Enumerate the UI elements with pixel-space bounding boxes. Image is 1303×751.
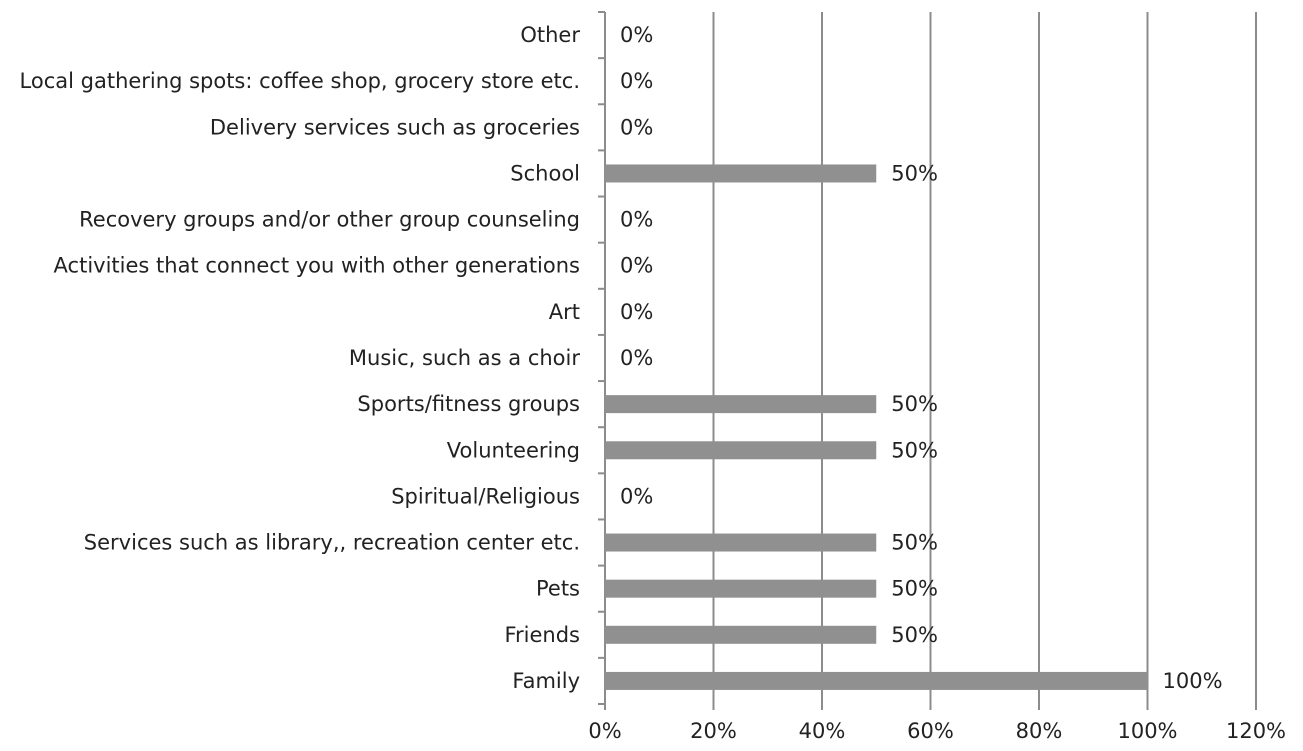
x-tick-label: 80% xyxy=(1016,719,1063,743)
axes xyxy=(598,11,1257,710)
data-label: 0% xyxy=(620,484,653,508)
category-label: Family xyxy=(512,669,580,693)
data-label: 0% xyxy=(620,115,653,139)
data-label: 50% xyxy=(891,623,938,647)
labels: 0% 20% 40% 60% 80% 100% 120% Other 0% Local gathe… xyxy=(20,23,1286,743)
category-label: Sports/fitness groups xyxy=(357,392,580,416)
data-label: 0% xyxy=(620,69,653,93)
category-label: Recovery groups and/or other group couns… xyxy=(79,208,580,232)
data-label: 50% xyxy=(891,392,938,416)
data-label: 50% xyxy=(891,161,938,185)
category-label: Activities that connect you with other g… xyxy=(54,254,580,278)
category-label: Delivery services such as groceries xyxy=(210,115,580,139)
category-label: Spiritual/Religious xyxy=(391,484,580,508)
bar xyxy=(605,164,877,183)
category-label: Volunteering xyxy=(447,438,580,462)
data-label: 0% xyxy=(620,300,653,324)
x-tick-label: 120% xyxy=(1226,719,1286,743)
category-label: School xyxy=(510,161,580,185)
category-label: Other xyxy=(520,23,580,47)
data-label: 50% xyxy=(891,531,938,555)
bar xyxy=(605,533,877,552)
bar xyxy=(605,671,1148,690)
category-label: Friends xyxy=(504,623,580,647)
x-tick-label: 40% xyxy=(799,719,846,743)
category-label: Art xyxy=(549,300,580,324)
data-label: 50% xyxy=(891,438,938,462)
category-label: Pets xyxy=(536,577,580,601)
bar xyxy=(605,625,877,644)
x-tick-label: 20% xyxy=(690,719,737,743)
x-tick-label: 60% xyxy=(907,719,954,743)
data-label: 100% xyxy=(1163,669,1223,693)
x-tick-label: 100% xyxy=(1117,719,1177,743)
data-label: 0% xyxy=(620,208,653,232)
gridlines xyxy=(712,12,1257,704)
bar xyxy=(605,441,877,460)
bar xyxy=(605,579,877,598)
category-label: Music, such as a choir xyxy=(349,346,580,370)
data-label: 0% xyxy=(620,254,653,278)
data-label: 0% xyxy=(620,23,653,47)
category-label: Local gathering spots: coffee shop, groc… xyxy=(20,69,580,93)
category-label: Services such as library,, recreation ce… xyxy=(84,531,580,555)
x-tick-label: 0% xyxy=(588,719,621,743)
bar xyxy=(605,395,877,414)
data-label: 0% xyxy=(620,346,653,370)
data-label: 50% xyxy=(891,577,938,601)
bars xyxy=(605,164,1148,690)
